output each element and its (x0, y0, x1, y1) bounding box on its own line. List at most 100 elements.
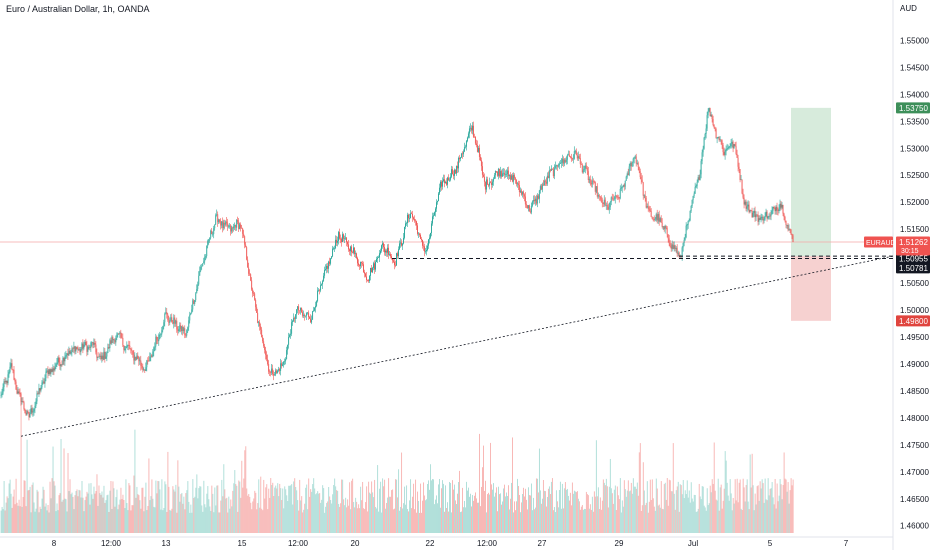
volume-bar (3, 481, 5, 533)
candle-body (154, 346, 156, 348)
volume-bar (411, 508, 413, 533)
candle-body (253, 293, 255, 294)
candle-body (261, 329, 263, 338)
volume-bar (575, 492, 577, 533)
volume-bar (303, 509, 305, 533)
volume-bar (77, 496, 79, 533)
volume-bar (613, 489, 615, 533)
candle-body (609, 201, 611, 208)
volume-bar (535, 478, 537, 533)
candle-body (498, 168, 500, 177)
candle-body (576, 155, 578, 159)
candle-body (156, 336, 158, 340)
candle-body (683, 239, 685, 243)
candle-body (225, 221, 227, 225)
candle-body (778, 209, 780, 212)
candle-body (34, 405, 36, 409)
volume-bar (20, 393, 22, 533)
volume-bar (225, 498, 227, 533)
volume-bar (1, 506, 3, 533)
volume-bar (350, 509, 352, 533)
volume-bar (294, 478, 296, 533)
volume-bar (785, 479, 787, 533)
volume-bar (376, 508, 378, 533)
candle-body (213, 228, 215, 235)
candle-body (235, 225, 237, 228)
candle-body (772, 206, 774, 211)
volume-bar (556, 501, 558, 533)
candle-body (431, 223, 432, 234)
candle-body (678, 252, 680, 257)
volume-bar (731, 510, 733, 533)
candle-body (597, 195, 599, 197)
candle-body (346, 237, 348, 242)
candle-body (134, 356, 136, 361)
candle-body (648, 207, 650, 210)
candle-body (699, 174, 701, 180)
volume-bar (386, 502, 388, 533)
candle-body (240, 224, 242, 228)
volume-bar (334, 478, 336, 533)
volume-bar (76, 489, 78, 533)
volume-bar (169, 509, 171, 533)
y-tick-label: 1.53500 (900, 117, 929, 126)
volume-bar (592, 511, 594, 533)
volume-bar (332, 494, 334, 533)
candle-body (254, 293, 256, 300)
volume-bar (230, 499, 232, 533)
candle-body (728, 146, 730, 149)
volume-bar (52, 446, 54, 533)
volume-bar (446, 508, 447, 533)
candle-body (404, 227, 405, 238)
symbol-badge: EURAUD (866, 240, 896, 247)
candle-body (161, 330, 163, 335)
volume-bar (456, 504, 457, 533)
volume-bar (190, 504, 192, 533)
volume-bar (708, 503, 710, 533)
volume-bar (723, 488, 725, 533)
volume-bar (382, 478, 384, 533)
candle-body (437, 193, 439, 201)
volume-bar (267, 509, 269, 533)
volume-bar (729, 479, 731, 533)
candle-body (185, 335, 187, 336)
volume-bar (485, 480, 486, 533)
volume-bar (156, 493, 158, 533)
candle-body (572, 158, 574, 160)
volume-bar (287, 500, 289, 533)
candle-body (268, 364, 270, 372)
volume-bar (404, 486, 406, 533)
candle-body (173, 317, 175, 324)
candle-body (684, 237, 686, 240)
volume-bar (740, 508, 742, 533)
candle-body (148, 360, 150, 362)
candle-body (427, 245, 428, 250)
candle-body (63, 358, 65, 362)
candle-body (342, 234, 344, 242)
volume-bar (352, 478, 354, 533)
candle-body (10, 363, 12, 367)
candle-body (474, 136, 476, 144)
candle-body (110, 340, 112, 344)
candle-body (405, 223, 406, 228)
candle-body (412, 213, 413, 218)
volume-bar (699, 496, 701, 533)
candle-body (775, 206, 777, 212)
candle-body (691, 199, 693, 206)
candle-body (258, 322, 260, 323)
candle-body (333, 248, 335, 249)
volume-bar (224, 489, 226, 533)
volume-bar (293, 481, 295, 533)
candle-body (354, 247, 356, 255)
volume-bar (755, 504, 757, 533)
candle-body (312, 311, 314, 320)
volume-bar (184, 509, 186, 533)
candle-body (688, 220, 690, 222)
candle-body (107, 347, 109, 353)
candle-body (726, 148, 728, 150)
volume-bar (68, 491, 70, 533)
volume-bar (486, 512, 487, 533)
volume-bar (29, 486, 31, 533)
volume-bar (201, 505, 203, 533)
